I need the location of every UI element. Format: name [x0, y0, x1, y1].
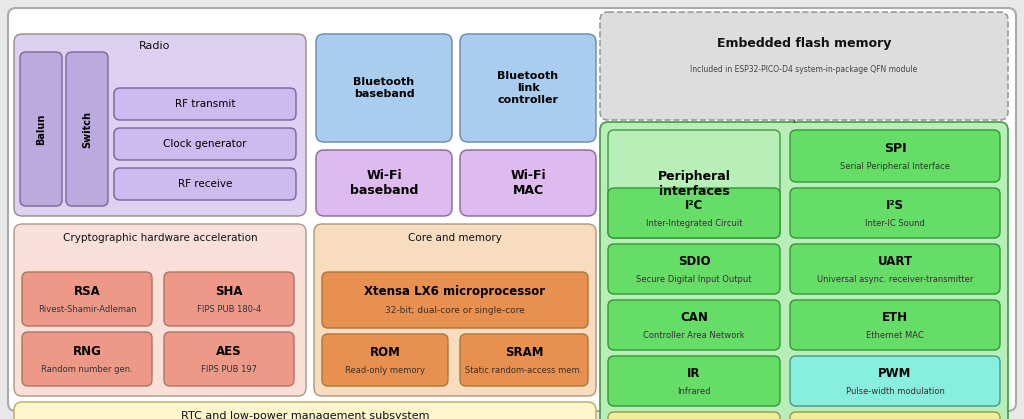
Text: Pulse-width modulation: Pulse-width modulation [846, 386, 944, 396]
FancyBboxPatch shape [608, 300, 780, 350]
Text: ROM: ROM [370, 346, 400, 359]
FancyBboxPatch shape [790, 300, 1000, 350]
FancyBboxPatch shape [316, 34, 452, 142]
Text: Cryptographic hardware acceleration: Cryptographic hardware acceleration [62, 233, 257, 243]
Text: Peripheral
interfaces: Peripheral interfaces [657, 170, 730, 198]
FancyBboxPatch shape [14, 224, 306, 396]
FancyBboxPatch shape [316, 150, 452, 216]
Text: Switch: Switch [82, 111, 92, 147]
FancyBboxPatch shape [600, 122, 1008, 419]
Text: Static random-access mem.: Static random-access mem. [465, 365, 583, 375]
Text: Universal async. receiver-transmitter: Universal async. receiver-transmitter [817, 274, 973, 284]
Text: Xtensa LX6 microprocessor: Xtensa LX6 microprocessor [365, 285, 546, 297]
FancyBboxPatch shape [314, 224, 596, 396]
Text: Random number gen.: Random number gen. [41, 365, 133, 373]
Text: Radio: Radio [139, 41, 171, 51]
Text: Serial Peripheral Interface: Serial Peripheral Interface [840, 161, 950, 171]
FancyBboxPatch shape [20, 52, 62, 206]
Text: Read-only memory: Read-only memory [345, 365, 425, 375]
FancyBboxPatch shape [608, 130, 780, 238]
Text: FIPS PUB 180-4: FIPS PUB 180-4 [197, 305, 261, 313]
Text: FIPS PUB 197: FIPS PUB 197 [201, 365, 257, 373]
Text: RNG: RNG [73, 344, 101, 357]
Text: I²C: I²C [685, 199, 703, 212]
FancyBboxPatch shape [66, 52, 108, 206]
Text: Wi-Fi
MAC: Wi-Fi MAC [510, 169, 546, 197]
FancyBboxPatch shape [790, 244, 1000, 294]
Text: Wi-Fi
baseband: Wi-Fi baseband [350, 169, 418, 197]
Text: Bluetooth
baseband: Bluetooth baseband [353, 77, 415, 99]
Text: Bluetooth
link
controller: Bluetooth link controller [498, 71, 558, 105]
Text: I²S: I²S [886, 199, 904, 212]
Text: AES: AES [216, 344, 242, 357]
FancyBboxPatch shape [322, 272, 588, 328]
Text: Core and memory: Core and memory [408, 233, 502, 243]
FancyBboxPatch shape [608, 188, 780, 238]
FancyBboxPatch shape [114, 128, 296, 160]
FancyBboxPatch shape [460, 34, 596, 142]
FancyBboxPatch shape [114, 88, 296, 120]
Text: Inter-IC Sound: Inter-IC Sound [865, 218, 925, 228]
Text: Clock generator: Clock generator [163, 139, 247, 149]
Text: Ethernet MAC: Ethernet MAC [866, 331, 924, 339]
Text: Balun: Balun [36, 113, 46, 145]
Text: SHA: SHA [215, 285, 243, 297]
FancyBboxPatch shape [14, 402, 596, 419]
FancyBboxPatch shape [114, 168, 296, 200]
Text: Controller Area Network: Controller Area Network [643, 331, 744, 339]
Text: RTC and low-power management subsystem: RTC and low-power management subsystem [181, 411, 429, 419]
Text: RF transmit: RF transmit [175, 99, 236, 109]
FancyBboxPatch shape [600, 12, 1008, 120]
FancyBboxPatch shape [790, 188, 1000, 238]
FancyBboxPatch shape [164, 272, 294, 326]
Text: CAN: CAN [680, 310, 708, 323]
FancyBboxPatch shape [8, 8, 1016, 411]
Text: 32-bit; dual-core or single-core: 32-bit; dual-core or single-core [385, 305, 525, 315]
FancyBboxPatch shape [14, 34, 306, 216]
FancyBboxPatch shape [322, 334, 449, 386]
Text: SPI: SPI [884, 142, 906, 155]
Text: Secure Digital Input Output: Secure Digital Input Output [636, 274, 752, 284]
Text: Included in ESP32-PICO-D4 system-in-package QFN module: Included in ESP32-PICO-D4 system-in-pack… [690, 65, 918, 75]
Text: Embedded flash memory: Embedded flash memory [717, 37, 891, 51]
FancyBboxPatch shape [460, 150, 596, 216]
Text: RSA: RSA [74, 285, 100, 297]
FancyBboxPatch shape [22, 332, 152, 386]
FancyBboxPatch shape [608, 356, 780, 406]
Text: ETH: ETH [882, 310, 908, 323]
Text: PWM: PWM [879, 367, 911, 380]
Text: RF receive: RF receive [178, 179, 232, 189]
Text: Rivest-Shamir-Adleman: Rivest-Shamir-Adleman [38, 305, 136, 313]
Text: Inter-Integrated Circuit: Inter-Integrated Circuit [646, 218, 742, 228]
Text: SDIO: SDIO [678, 254, 711, 267]
Text: IR: IR [687, 367, 700, 380]
Text: SRAM: SRAM [505, 346, 544, 359]
Text: UART: UART [878, 254, 912, 267]
FancyBboxPatch shape [608, 412, 780, 419]
FancyBboxPatch shape [164, 332, 294, 386]
FancyBboxPatch shape [790, 356, 1000, 406]
Text: Infrared: Infrared [677, 386, 711, 396]
FancyBboxPatch shape [608, 244, 780, 294]
FancyBboxPatch shape [460, 334, 588, 386]
FancyBboxPatch shape [790, 412, 1000, 419]
FancyBboxPatch shape [790, 130, 1000, 182]
FancyBboxPatch shape [22, 272, 152, 326]
